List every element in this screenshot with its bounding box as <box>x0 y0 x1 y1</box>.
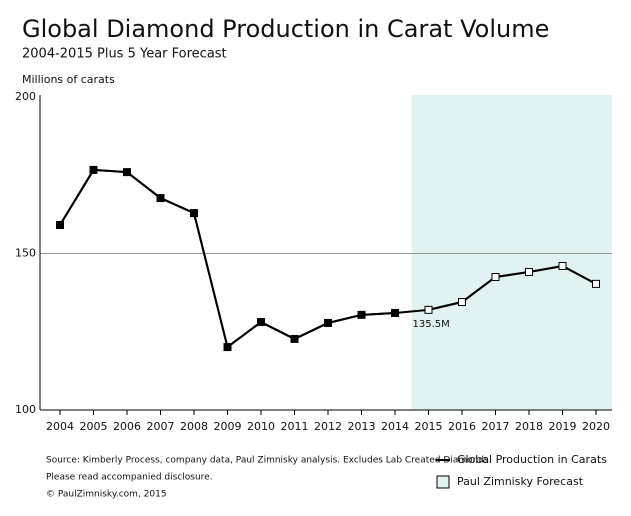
data-point <box>558 262 567 271</box>
copyright-note: © PaulZimnisky.com, 2015 <box>46 490 167 500</box>
x-tick-label: 2013 <box>348 420 376 433</box>
data-point <box>190 209 198 218</box>
forecast-region <box>411 95 612 410</box>
data-point <box>592 279 600 288</box>
x-tick-label: 2007 <box>147 420 175 433</box>
series-line <box>428 264 597 311</box>
data-point <box>525 267 533 276</box>
source-note: Source: Kimberly Process, company data, … <box>46 456 492 466</box>
x-tick-label: 2010 <box>247 420 275 433</box>
data-point <box>290 334 299 343</box>
x-tick-label: 2009 <box>214 420 242 433</box>
x-tick-label: 2016 <box>448 420 476 433</box>
x-tick-label: 2019 <box>549 420 577 433</box>
chart-title: Global Diamond Production in Carat Volum… <box>22 15 549 43</box>
disclosure-note: Please read accompanied disclosure. <box>46 473 213 483</box>
data-point <box>257 318 265 327</box>
legend-label: Global Production in Carats <box>457 453 607 466</box>
x-tick-label: 2011 <box>281 420 309 433</box>
y-tick-label: 200 <box>15 90 36 103</box>
data-point <box>424 305 433 314</box>
y-tick-label: 100 <box>15 403 36 416</box>
x-tick-label: 2006 <box>113 420 141 433</box>
data-point <box>89 165 98 174</box>
x-tick-label: 2014 <box>381 420 409 433</box>
legend-square <box>436 475 450 489</box>
data-point <box>357 310 366 319</box>
data-point <box>56 221 64 230</box>
data-point <box>123 168 131 177</box>
data-point <box>491 272 500 281</box>
data-point <box>458 298 466 307</box>
y-axis-label: Millions of carats <box>22 73 115 86</box>
data-point <box>391 308 399 317</box>
x-tick-label: 2017 <box>482 420 510 433</box>
data-point <box>324 318 332 327</box>
x-tick-label: 2015 <box>415 420 443 433</box>
data-point <box>156 194 165 203</box>
annotation: 135.5M <box>413 319 450 330</box>
x-tick-label: 2008 <box>180 420 208 433</box>
x-tick-label: 2020 <box>582 420 610 433</box>
x-tick-label: 2005 <box>80 420 108 433</box>
x-tick-label: 2012 <box>314 420 342 433</box>
x-tick-label: 2004 <box>46 420 74 433</box>
data-point <box>223 343 232 352</box>
chart-subtitle: 2004-2015 Plus 5 Year Forecast <box>22 47 227 62</box>
y-tick-label: 150 <box>15 247 36 260</box>
x-tick-label: 2018 <box>515 420 543 433</box>
plot-area: 100 150 200 2004 2005 2006 2007 2008 2009 2010 201… <box>15 90 612 433</box>
legend-label: Paul Zimnisky Forecast <box>457 475 584 488</box>
